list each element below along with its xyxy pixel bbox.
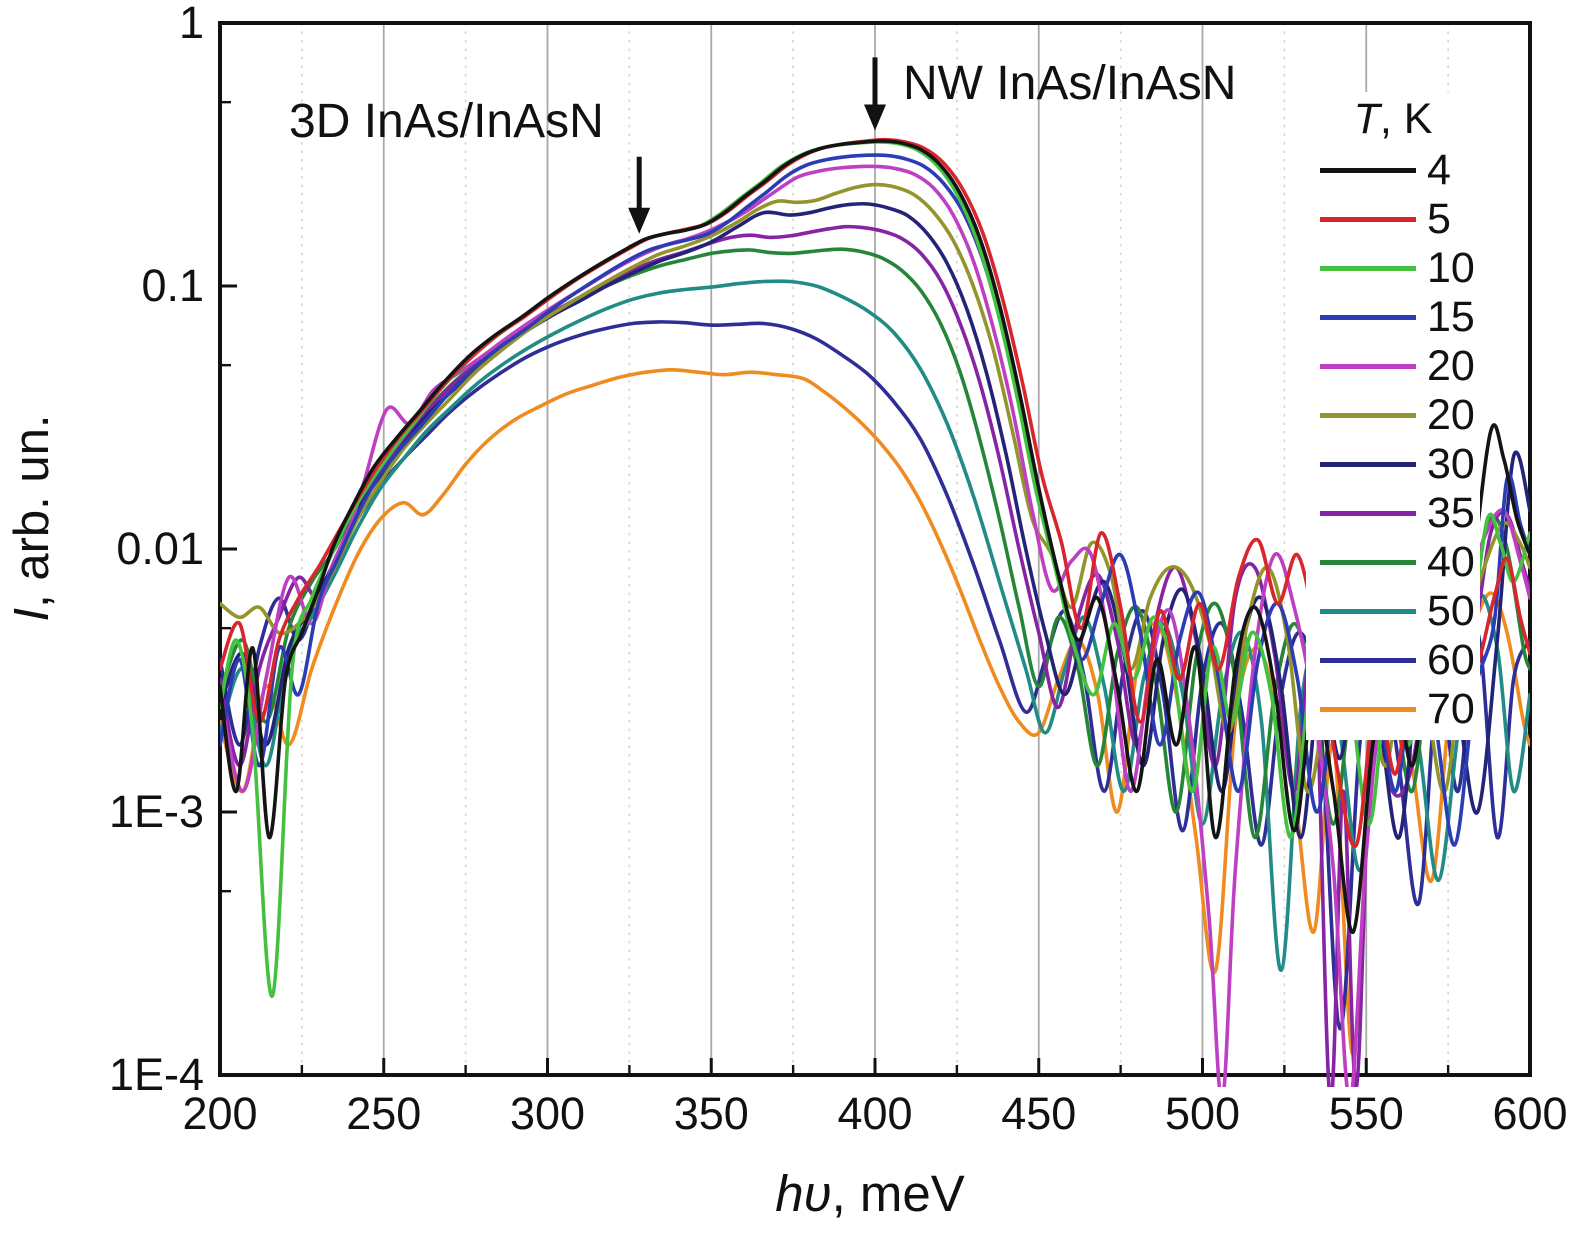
legend-entry-20K-5: 20 <box>1306 391 1480 440</box>
y-tick-label-1: 1 <box>178 0 204 48</box>
legend-title-symbol: T <box>1353 95 1380 143</box>
x-tick-label-550: 550 <box>1328 1088 1404 1139</box>
legend-entry-label: 15 <box>1427 293 1475 341</box>
legend-entry-35K-7: 35 <box>1306 489 1480 538</box>
annotation-arrows <box>628 57 886 234</box>
legend-entry-label: 10 <box>1427 244 1475 292</box>
legend-entry-label: 4 <box>1427 146 1451 194</box>
y-axis-title-unit: , arb. un. <box>5 414 59 608</box>
legend-entry-label: 5 <box>1427 195 1451 243</box>
x-tick-label-250: 250 <box>346 1088 422 1139</box>
legend-line-swatch <box>1320 658 1416 663</box>
anno-3d-arrow-head <box>628 207 651 234</box>
legend-entry-label: 20 <box>1427 391 1475 439</box>
legend-entry-40K-8: 40 <box>1306 538 1480 587</box>
legend-line-swatch <box>1320 168 1416 173</box>
legend-entry-5K-1: 5 <box>1306 195 1480 244</box>
legend-line-swatch <box>1320 609 1416 614</box>
legend-entry-4K-0: 4 <box>1306 146 1480 195</box>
legend-entry-label: 40 <box>1427 538 1475 586</box>
legend-title: T, K <box>1306 92 1480 146</box>
legend-entry-20K-4: 20 <box>1306 342 1480 391</box>
legend-entry-label: 70 <box>1427 685 1475 733</box>
legend-entry-50K-9: 50 <box>1306 587 1480 636</box>
legend-line-swatch <box>1320 707 1416 712</box>
x-tick-label-350: 350 <box>673 1088 749 1139</box>
x-tick-label-600: 600 <box>1492 1088 1568 1139</box>
x-tick-label-200: 200 <box>182 1088 258 1139</box>
x-axis-title: hυ, meV <box>660 1164 1080 1223</box>
curve-T-4K <box>220 139 1530 934</box>
legend-line-swatch <box>1320 462 1416 467</box>
legend-entry-label: 20 <box>1427 342 1475 390</box>
legend-line-swatch <box>1320 511 1416 516</box>
x-tick-label-500: 500 <box>1164 1088 1241 1139</box>
legend-entry-label: 60 <box>1427 636 1475 684</box>
legend-entry-label: 50 <box>1427 587 1475 635</box>
legend-entry-60K-10: 60 <box>1306 636 1480 685</box>
legend-line-swatch <box>1320 413 1416 418</box>
annotation-3d-inas-inasn: 3D InAs/InAsN <box>289 95 604 148</box>
legend-line-swatch <box>1320 364 1416 369</box>
x-axis-title-unit: , meV <box>831 1165 965 1222</box>
x-tick-label-300: 300 <box>509 1088 586 1139</box>
anno-nw-arrow-head <box>864 104 886 131</box>
legend-entry-label: 30 <box>1427 440 1475 488</box>
y-tick-label-0.1: 0.1 <box>141 260 204 311</box>
legend-title-unit: , K <box>1379 95 1433 143</box>
legend-line-swatch <box>1320 560 1416 565</box>
y-axis-title-symbol: I <box>5 607 59 622</box>
y-tick-label-0.01: 0.01 <box>116 523 204 574</box>
y-tick-label-1E-3: 1E-3 <box>108 786 204 837</box>
curve-T-20K <box>220 164 1530 1087</box>
y-tick-label-1E-4: 1E-4 <box>108 1049 204 1100</box>
x-tick-label-450: 450 <box>1001 1088 1077 1139</box>
legend-line-swatch <box>1320 266 1416 271</box>
legend-entry-70K-11: 70 <box>1306 685 1480 734</box>
legend-entry-30K-6: 30 <box>1306 440 1480 489</box>
x-tick-label-400: 400 <box>837 1088 913 1139</box>
annotation-nw-inas-inasn: NW InAs/InAsN <box>903 57 1237 110</box>
legend-entry-15K-3: 15 <box>1306 293 1480 342</box>
legend-line-swatch <box>1320 315 1416 320</box>
y-axis-title: I, arb. un. <box>4 318 64 718</box>
legend-entry-10K-2: 10 <box>1306 244 1480 293</box>
x-axis-title-symbol: hυ <box>775 1165 832 1222</box>
legend: T, K 4 5 10 15 20 20 30 35 40 50 60 70 <box>1306 92 1480 740</box>
legend-entry-label: 35 <box>1427 489 1475 537</box>
legend-line-swatch <box>1320 217 1416 222</box>
legend-entries: 4 5 10 15 20 20 30 35 40 50 60 70 <box>1306 146 1480 734</box>
